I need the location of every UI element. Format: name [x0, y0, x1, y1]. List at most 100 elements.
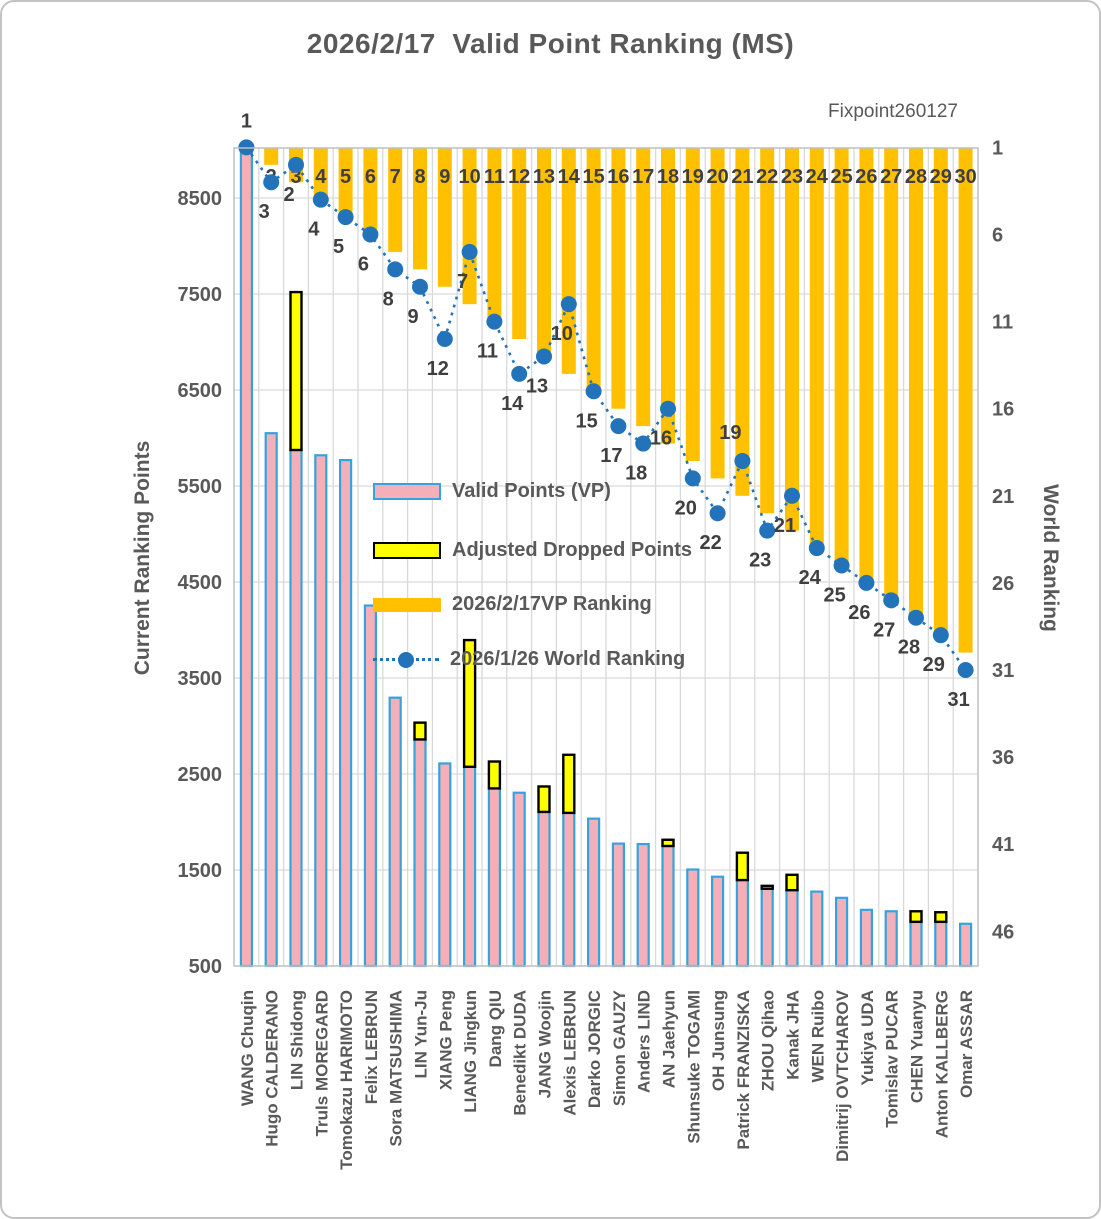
right-axis-tick: 1 — [992, 137, 1003, 159]
dropped-points-bar — [537, 785, 551, 814]
valid-points-bar — [438, 762, 452, 968]
vp-rank-label: 17 — [632, 166, 654, 188]
vp-rank-label: 27 — [880, 166, 902, 188]
vp-rank-label: 18 — [657, 166, 679, 188]
dropped-points-bar — [289, 290, 303, 452]
left-axis-tick: 4500 — [178, 572, 223, 594]
world-ranking-point — [387, 261, 404, 278]
vp-rank-label: 14 — [558, 166, 581, 188]
vp-rank-label: 16 — [607, 166, 629, 188]
valid-points-bar — [314, 454, 328, 968]
category-label: Benedikt DUDA — [511, 990, 530, 1116]
vp-rank-label: 9 — [439, 166, 450, 188]
right-axis-tick: 11 — [992, 312, 1013, 334]
world-rank-label: 18 — [625, 463, 647, 485]
valid-points-bar — [884, 910, 898, 968]
category-label: Tomislav PUCAR — [883, 990, 902, 1128]
left-axis-tick: 8500 — [178, 188, 223, 210]
dropped-points-bar — [562, 753, 576, 815]
valid-points-bar — [289, 448, 303, 968]
category-label: WEN Ruibo — [808, 990, 827, 1083]
category-label: Kanak JHA — [784, 990, 803, 1080]
world-rank-label: 6 — [358, 254, 369, 276]
world-ranking-point — [833, 557, 850, 574]
valid-points-bar — [463, 765, 477, 968]
vp-rank-label: 23 — [781, 166, 803, 188]
vp-ranking-bar — [512, 148, 527, 340]
category-label: LIN Shidong — [288, 990, 307, 1090]
vp-rank-label: 11 — [484, 166, 505, 188]
world-rank-label: 29 — [923, 654, 945, 676]
category-label: Felix LEBRUN — [362, 990, 381, 1104]
world-ranking-point — [362, 226, 379, 243]
world-ranking-point — [635, 435, 652, 452]
left-axis-tick: 500 — [189, 956, 222, 978]
world-ranking-point — [908, 609, 924, 626]
legend-item-dropped-points: Adjusted Dropped Points — [373, 539, 692, 562]
left-axis-tick: 6500 — [178, 380, 223, 402]
right-axis-tick: 46 — [992, 921, 1014, 943]
vp-ranking-bar — [859, 148, 874, 583]
plot-border — [233, 147, 979, 967]
valid-points-bar — [710, 875, 725, 968]
valid-points-bar — [810, 890, 824, 968]
category-label: Omar ASSAR — [957, 990, 976, 1098]
vp-ranking-bar — [710, 148, 725, 479]
world-rank-label: 11 — [477, 341, 498, 363]
world-ranking-point — [610, 418, 627, 435]
vp-ranking-bar — [785, 148, 799, 531]
vp-ranking-bar — [338, 148, 353, 218]
category-label: CHEN Yuanyu — [908, 990, 927, 1103]
world-ranking-point — [660, 400, 676, 417]
valid-points-bar — [760, 887, 774, 968]
world-rank-label: 10 — [551, 323, 573, 345]
world-ranking-point — [560, 296, 577, 313]
right-axis-tick: 21 — [992, 486, 1014, 508]
legend-label-world-ranking: 2026/1/26 World Ranking — [450, 648, 686, 670]
category-label: Simon GAUZY — [610, 989, 629, 1106]
valid-points-bar — [686, 868, 700, 968]
left-axis-tick: 7500 — [178, 284, 223, 306]
dropped-points-bar — [785, 873, 799, 892]
world-rank-label: 4 — [308, 219, 320, 241]
valid-points-bar — [264, 432, 278, 968]
legend-label-vp-ranking: 2026/2/17VP Ranking — [452, 593, 652, 615]
vp-ranking-bar — [834, 148, 849, 566]
right-axis-tick: 16 — [992, 399, 1014, 421]
world-rank-label: 17 — [600, 445, 622, 467]
vp-ranking-bar — [809, 148, 824, 549]
vp-rank-label: 20 — [706, 166, 728, 188]
category-label: Alexis LEBRUN — [560, 990, 579, 1116]
vp-ranking-bar — [611, 148, 626, 409]
valid-points-bar — [785, 889, 799, 968]
valid-points-bar — [487, 787, 501, 968]
world-rank-label: 3 — [259, 201, 270, 223]
world-ranking-point — [684, 470, 701, 487]
dropped-points-swatch — [373, 542, 441, 559]
category-label: Hugo CALDERANO — [263, 990, 282, 1147]
right-axis-tick: 31 — [992, 660, 1014, 682]
dropped-points-bar — [760, 884, 774, 890]
vp-ranking-bar — [413, 148, 427, 270]
legend-label-valid-points: Valid Points (VP) — [452, 480, 611, 502]
legend-item-vp-ranking: 2026/2/17VP Ranking — [373, 593, 652, 616]
vp-rank-label: 7 — [390, 166, 401, 188]
category-label: LIANG Jingkun — [461, 990, 480, 1113]
valid-points-bar — [512, 791, 526, 968]
category-label: Yukiya UDA — [858, 990, 877, 1085]
valid-points-bar — [537, 810, 551, 968]
category-label: Shunsuke TOGAMI — [684, 990, 703, 1144]
world-rank-label: 12 — [427, 358, 449, 380]
category-label: WANG Chuqin — [238, 990, 257, 1106]
world-ranking-point — [511, 365, 528, 382]
world-rank-label: 23 — [749, 550, 771, 572]
vp-ranking-bar — [760, 148, 775, 514]
vp-ranking-bar — [933, 148, 948, 636]
valid-points-bar — [586, 817, 601, 968]
world-rank-label: 9 — [407, 306, 418, 328]
chart-annotation: Fixpoint260127 — [828, 101, 958, 122]
valid-points-bar — [636, 842, 650, 968]
vp-ranking-bar — [636, 148, 651, 427]
legend-item-valid-points: Valid Points (VP) — [373, 480, 611, 503]
right-axis-tick: 26 — [992, 573, 1014, 595]
